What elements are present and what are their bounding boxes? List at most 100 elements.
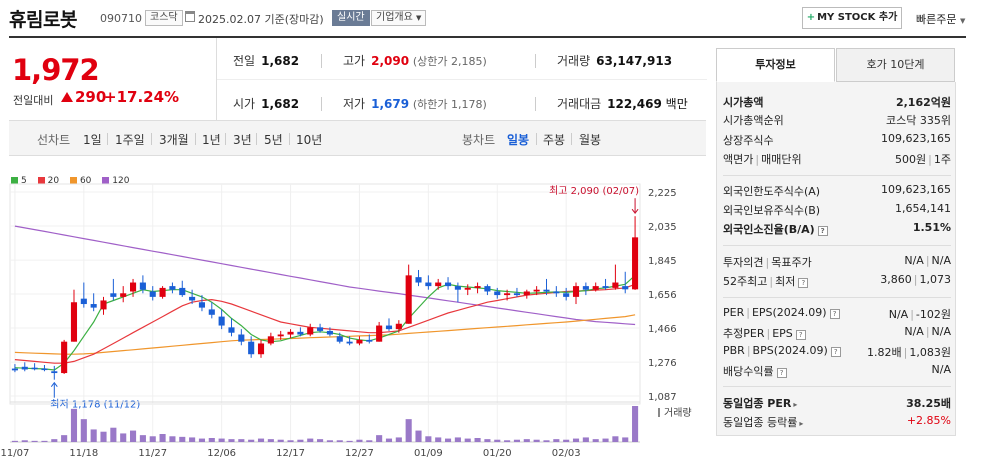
- candlestick-chart[interactable]: 2,225 2,035 1,845 1,656 1,466 1,276 1,087 11/07…: [0, 156, 706, 466]
- candle-body: [277, 334, 284, 337]
- plus-icon: +: [806, 12, 816, 23]
- candle-body: [602, 286, 609, 288]
- volume-bar: [238, 439, 245, 442]
- candle-body: [129, 282, 137, 292]
- high-price: 고가 2,090 (상한가 2,185): [343, 54, 487, 68]
- candle-body: [189, 296, 196, 301]
- ma20-line: [14, 283, 636, 364]
- volume-bar: [80, 419, 87, 442]
- tab-monthly[interactable]: 월봉: [579, 133, 602, 147]
- help-icon[interactable]: ?: [776, 368, 787, 378]
- volume-bar: [454, 437, 461, 442]
- est-per-row: 추정PER | EPS? N/A | N/A: [723, 325, 951, 340]
- arrow-down-icon: [631, 208, 639, 215]
- tab-daily[interactable]: 일봉: [507, 133, 530, 147]
- tab-3y[interactable]: 3년: [233, 133, 252, 147]
- volume-bar: [21, 440, 28, 442]
- candle-body: [513, 293, 521, 296]
- candle-body: [563, 293, 570, 297]
- ma-legend: 5 20 60 120: [11, 176, 137, 186]
- investment-info-panel: 투자정보 호가 10단계 시가총액 2,162억원 시가총액순위 코스닥 335위 …: [716, 48, 956, 436]
- candle-body: [238, 334, 245, 342]
- volume-bar: [70, 408, 78, 442]
- tab-10y[interactable]: 10년: [296, 133, 323, 147]
- volume-bar: [51, 439, 58, 442]
- candle-body: [582, 286, 589, 290]
- candle-body: [61, 341, 68, 374]
- volume-bar: [287, 440, 294, 442]
- candle-body: [139, 282, 146, 290]
- stock-header: 휴림로봇 090710 코스닥 2025.02.07 기준(장마감) 실시간 기…: [0, 0, 994, 36]
- help-icon[interactable]: ?: [798, 278, 809, 288]
- candle-body: [198, 302, 206, 308]
- tab-5y[interactable]: 5년: [264, 133, 283, 147]
- help-icon[interactable]: ?: [795, 330, 806, 340]
- add-mystock-button[interactable]: + MY STOCK 추가: [802, 7, 902, 29]
- volume-bar: [366, 440, 373, 442]
- volume-bar: [464, 438, 471, 442]
- prev-compare-label: 전일대비: [13, 94, 54, 107]
- candle-body: [169, 286, 176, 290]
- candle-body: [533, 289, 540, 292]
- realtime-button[interactable]: 실시간: [332, 10, 370, 26]
- legend-ma60: 60: [69, 176, 91, 186]
- volume-bar: [159, 434, 166, 442]
- candle-body: [366, 339, 373, 342]
- volume-bar: [435, 437, 442, 442]
- x-tick-label: 11/27: [138, 448, 167, 459]
- volume-bar: [61, 435, 68, 442]
- tab-3m[interactable]: 3개월: [159, 133, 189, 147]
- tab-1w[interactable]: 1주일: [115, 133, 145, 147]
- candle-body: [543, 289, 550, 292]
- help-icon[interactable]: ?: [830, 347, 841, 357]
- x-tick-label: 12/17: [276, 448, 305, 459]
- industry-rate-row[interactable]: 동일업종 등락률 ▸ +2.85%: [723, 414, 951, 429]
- volume-label: 거래량: [664, 407, 692, 419]
- y-tick-label: 2,225: [648, 188, 677, 199]
- candle-body: [31, 367, 38, 370]
- caret-down-icon: ▼: [416, 14, 422, 22]
- tab-1y[interactable]: 1년: [202, 133, 221, 147]
- candle-body: [376, 325, 383, 342]
- candle-body: [51, 371, 58, 374]
- open-price: 시가 1,682: [233, 97, 300, 111]
- volume-bar: [513, 439, 521, 442]
- y-tick-label: 1,466: [648, 324, 677, 335]
- candle-body: [553, 291, 560, 294]
- tab-1d[interactable]: 1일: [83, 133, 102, 147]
- candle-body: [356, 339, 363, 344]
- candle-body: [435, 282, 442, 287]
- company-overview-dropdown[interactable]: 기업개요 ▼: [371, 10, 427, 26]
- volume-bar: [307, 438, 314, 442]
- ma5-line: [14, 274, 636, 371]
- foreign-rate-row: 외국인소진율(B/A)? 1.51%: [723, 221, 951, 236]
- volume-bar: [553, 439, 560, 442]
- per-eps-row: PER | EPS(2024.09)? N/A | -102원: [723, 306, 951, 321]
- market-badge: 코스닥: [145, 10, 183, 26]
- volume-bar: [317, 439, 324, 442]
- volume-bar: [297, 439, 304, 442]
- volume-bar: [444, 438, 452, 442]
- low-annotation: 최저 1,178 (11/12): [50, 399, 140, 411]
- candle-body: [474, 286, 481, 288]
- volume-bar: [11, 440, 18, 442]
- y-tick-label: 1,087: [648, 392, 677, 403]
- candle-body: [572, 286, 580, 297]
- help-icon[interactable]: ?: [817, 226, 828, 236]
- y-tick-label: 1,276: [648, 358, 677, 369]
- volume-bar: [346, 440, 353, 442]
- tab-investment-info[interactable]: 투자정보: [716, 48, 835, 82]
- quick-order-button[interactable]: 빠른주문 ▼: [916, 13, 966, 26]
- volume-bar: [208, 438, 215, 442]
- tab-orderbook[interactable]: 호가 10단계: [836, 48, 955, 82]
- x-tick-label: 01/20: [483, 448, 512, 459]
- candle-body: [494, 291, 501, 296]
- volume-bar: [405, 419, 412, 442]
- ma60-line: [14, 314, 636, 355]
- trade-amount: 거래대금 122,469 백만: [557, 97, 688, 111]
- candle-body: [336, 336, 343, 342]
- tab-weekly[interactable]: 주봉: [543, 133, 566, 147]
- help-icon[interactable]: ?: [829, 309, 840, 319]
- legend-ma5: 5: [11, 176, 27, 186]
- industry-per-row[interactable]: 동일업종 PER ▸ 38.25배: [723, 397, 951, 410]
